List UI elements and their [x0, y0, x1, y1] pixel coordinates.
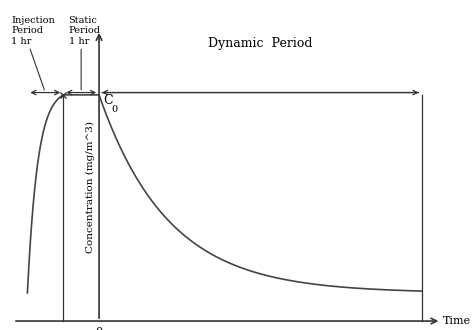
Text: Concentration (mg/m^3): Concentration (mg/m^3) [85, 121, 95, 253]
Text: Static
Period
1 hr: Static Period 1 hr [69, 16, 100, 46]
Text: Time: Time [443, 316, 471, 326]
Text: Dynamic  Period: Dynamic Period [208, 37, 312, 50]
Text: Injection
Period
1 hr: Injection Period 1 hr [11, 16, 55, 46]
Text: C: C [103, 94, 113, 107]
Text: 0: 0 [111, 105, 118, 115]
Text: 0: 0 [95, 327, 102, 330]
